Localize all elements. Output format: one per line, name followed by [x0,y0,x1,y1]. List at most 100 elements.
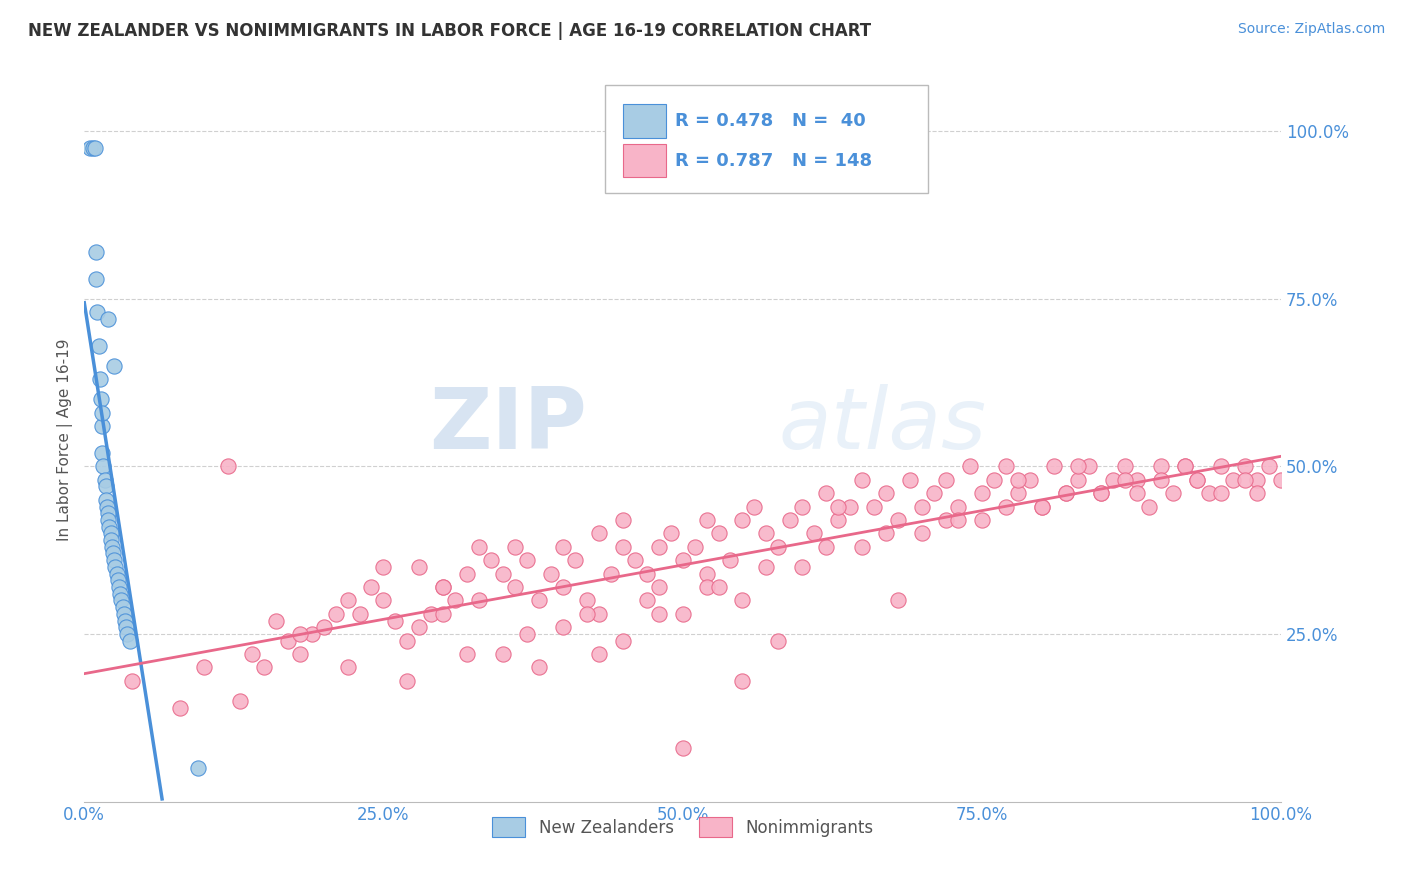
Point [97,513,120,527]
Point [240,647,263,661]
Point [636,593,658,607]
Point [659,526,682,541]
Point [384,614,406,628]
Point [1161,486,1184,500]
Point [432,580,454,594]
Point [959,459,981,474]
Point [84,271,107,285]
Point [1150,459,1173,474]
Point [492,647,515,661]
Point [575,607,598,621]
Point [93,459,115,474]
Point [103,359,125,373]
Point [117,627,139,641]
Point [1126,473,1149,487]
Legend: New Zealanders, Nonimmigrants: New Zealanders, Nonimmigrants [485,810,880,844]
Point [1258,459,1281,474]
Point [994,500,1017,514]
Point [707,526,730,541]
Point [100,533,122,547]
Point [336,593,359,607]
Y-axis label: In Labor Force | Age 16-19: In Labor Force | Age 16-19 [58,338,73,541]
Point [110,593,132,607]
Point [86,305,108,319]
Point [527,660,550,674]
Point [755,526,778,541]
Point [768,540,790,554]
Point [91,446,114,460]
Point [360,580,382,594]
Point [898,473,921,487]
Point [115,620,138,634]
Point [516,627,538,641]
Point [169,700,191,714]
Point [408,620,430,634]
Point [1246,473,1268,487]
Point [468,540,491,554]
Point [551,620,574,634]
Point [851,540,873,554]
Point [114,614,136,628]
Point [1114,473,1136,487]
Point [288,627,311,641]
Point [1078,459,1101,474]
Text: atlas: atlas [779,384,987,467]
Point [1007,486,1029,500]
Point [408,560,430,574]
FancyBboxPatch shape [605,85,928,194]
Point [887,513,910,527]
Point [432,580,454,594]
Point [575,593,598,607]
Point [875,486,897,500]
Point [1270,473,1292,487]
Point [101,547,124,561]
Point [229,694,252,708]
Point [551,580,574,594]
Point [1042,459,1064,474]
Point [588,607,610,621]
Point [456,647,478,661]
Point [647,607,669,621]
Point [217,459,239,474]
Point [420,607,443,621]
Point [612,513,634,527]
Text: Source: ZipAtlas.com: Source: ZipAtlas.com [1237,22,1385,37]
Point [1211,486,1233,500]
Point [112,607,135,621]
Point [839,500,862,514]
Point [935,513,957,527]
Point [672,553,695,567]
Point [108,580,131,594]
Point [1246,486,1268,500]
Text: NEW ZEALANDER VS NONIMMIGRANTS IN LABOR FORCE | AGE 16-19 CORRELATION CHART: NEW ZEALANDER VS NONIMMIGRANTS IN LABOR … [28,22,872,40]
Point [444,593,467,607]
Point [432,607,454,621]
Point [588,647,610,661]
Point [827,513,849,527]
Point [1054,486,1077,500]
Point [551,540,574,554]
Point [970,486,993,500]
Point [1090,486,1112,500]
Point [97,506,120,520]
Point [312,620,335,634]
Point [84,244,107,259]
Point [540,566,562,581]
Point [983,473,1005,487]
Point [100,526,122,541]
Point [731,513,754,527]
Point [792,500,814,514]
Point [94,479,117,493]
Point [922,486,945,500]
Point [89,372,111,386]
Point [503,540,526,554]
Point [396,673,419,688]
Point [946,500,969,514]
Point [612,633,634,648]
Point [696,566,718,581]
Point [264,614,287,628]
Point [107,574,129,588]
Point [104,560,127,574]
Point [599,566,621,581]
Point [105,566,128,581]
